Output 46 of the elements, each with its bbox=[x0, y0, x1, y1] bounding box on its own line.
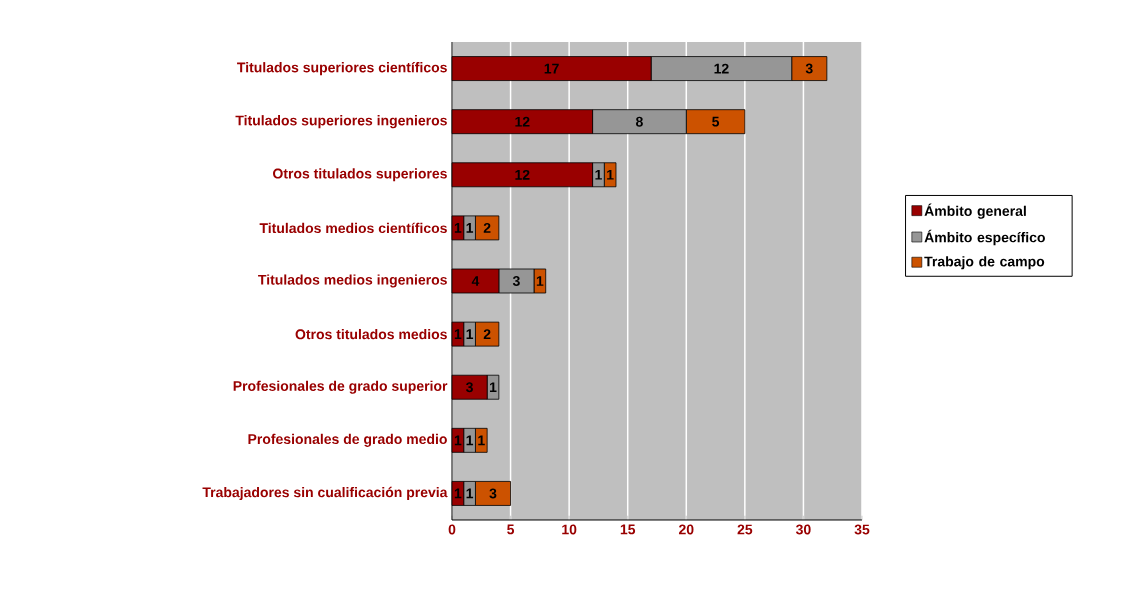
y-tick-label: Titulados superiores científicos bbox=[237, 61, 447, 76]
data-label: 2 bbox=[483, 222, 491, 233]
x-tick-label: 20 bbox=[678, 524, 694, 535]
data-label: 3 bbox=[512, 276, 520, 286]
data-label: 1 bbox=[466, 329, 474, 339]
legend-label: Trabajo de campo bbox=[924, 256, 1045, 270]
y-tick-label: Profesionales de grado superior bbox=[233, 380, 448, 394]
x-tick-label: 15 bbox=[620, 524, 636, 535]
data-label: 1 bbox=[466, 435, 474, 446]
x-tick-label: 30 bbox=[795, 524, 811, 535]
y-tick-label: Trabajadores sin cualificación previa bbox=[202, 486, 448, 501]
y-tick-label: Profesionales de grado medio bbox=[248, 433, 447, 447]
data-label: 1 bbox=[478, 435, 485, 446]
x-tick-label: 25 bbox=[737, 524, 753, 535]
x-tick-label: 35 bbox=[854, 524, 870, 535]
x-tick-label: 10 bbox=[562, 524, 577, 535]
data-label: 5 bbox=[712, 116, 720, 127]
data-label: 1 bbox=[454, 223, 462, 233]
y-tick-label: Otros titulados superiores bbox=[273, 168, 447, 182]
legend-label: Ámbito general bbox=[924, 203, 1026, 219]
data-label: 1 bbox=[454, 488, 462, 499]
data-label: 1 bbox=[489, 382, 497, 393]
data-label: 12 bbox=[714, 63, 729, 74]
data-label: 8 bbox=[635, 116, 643, 127]
x-tick-label: 5 bbox=[507, 524, 515, 535]
data-label: 1 bbox=[466, 223, 474, 233]
data-label: 1 bbox=[454, 435, 462, 446]
data-label: 1 bbox=[466, 488, 474, 499]
y-tick-label: Titulados medios científicos bbox=[259, 222, 447, 234]
data-label: 12 bbox=[515, 116, 530, 127]
data-label: 1 bbox=[536, 276, 544, 286]
data-label: 1 bbox=[595, 169, 602, 180]
legend-label: Ámbito específico bbox=[924, 229, 1045, 246]
y-tick-label: Titulados medios ingenieros bbox=[258, 274, 447, 288]
x-tick-label: 0 bbox=[448, 524, 456, 535]
data-label: 3 bbox=[489, 488, 497, 499]
data-label: 17 bbox=[544, 63, 559, 74]
data-label: 1 bbox=[454, 329, 462, 339]
data-label: 3 bbox=[465, 382, 473, 393]
data-label: 3 bbox=[805, 63, 813, 74]
data-label: 1 bbox=[607, 169, 614, 180]
data-label: 12 bbox=[515, 169, 530, 180]
y-tick-label: Titulados superiores ingenieros bbox=[235, 115, 447, 129]
data-label: 2 bbox=[483, 329, 491, 339]
data-label: 4 bbox=[471, 276, 480, 286]
y-tick-label: Otros titulados medios bbox=[295, 328, 447, 340]
